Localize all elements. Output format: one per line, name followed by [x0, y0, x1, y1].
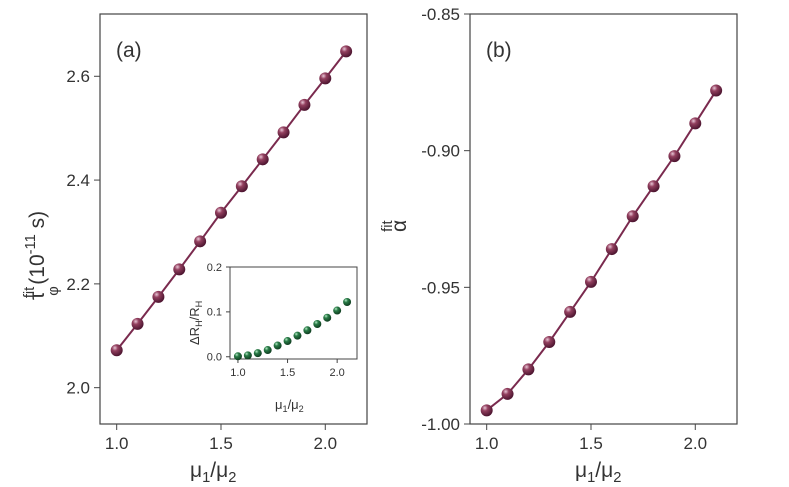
data-point — [235, 180, 248, 193]
x-tick-label: 1.0 — [475, 434, 499, 453]
inset-y-axis-label: ΔRH/RH — [187, 301, 204, 345]
panel-a-y-ticks: 2.0 2.2 2.4 2.6 — [66, 67, 100, 398]
x-tick-label: 1.0 — [230, 367, 245, 379]
y-tick-label: 2.4 — [66, 171, 90, 190]
data-point — [214, 206, 227, 219]
inset-series — [233, 298, 352, 361]
inset-y-ticks: 0.0 0.1 0.2 — [207, 262, 230, 364]
panel-b-y-ticks: -1.00 -0.95 -0.90 -0.85 — [421, 5, 470, 434]
data-point — [303, 326, 312, 335]
data-point — [110, 344, 123, 357]
data-point — [333, 306, 342, 315]
data-point — [313, 319, 322, 328]
y-tick-label: -0.90 — [421, 142, 460, 161]
inset-x-axis-label: μ1/μ2 — [275, 397, 304, 414]
data-point — [194, 235, 207, 248]
data-point — [522, 363, 535, 376]
data-point — [277, 126, 290, 139]
x-tick-label: 2.0 — [313, 434, 337, 453]
data-point — [152, 290, 165, 303]
inset-x-ticks: 1.0 1.5 2.0 — [230, 359, 345, 379]
data-point — [173, 263, 186, 276]
data-point — [689, 117, 702, 130]
panel-a-x-ticks: 1.0 1.5 2.0 — [105, 424, 337, 453]
panel-a-label: (a) — [116, 39, 142, 62]
data-point — [263, 346, 272, 355]
panel-b-frame — [469, 13, 738, 425]
data-point — [647, 180, 660, 193]
data-point — [626, 210, 639, 223]
data-point — [584, 275, 597, 288]
data-point — [501, 387, 514, 400]
data-point — [323, 313, 332, 322]
panel-b: 1.0 1.5 2.0 -1.00 -0.95 -0.90 -0.85 (b) μ1/μ2… — [380, 5, 738, 486]
data-point — [233, 352, 242, 361]
data-point — [710, 84, 723, 97]
panel-a: 1.0 1.5 2.0 2.0 2.2 2.4 2.6 (a) μ1/μ2 τφfit(1… — [22, 13, 368, 486]
y-tick-label: -1.00 — [421, 415, 460, 434]
data-point — [668, 150, 681, 163]
x-tick-label: 1.0 — [105, 434, 129, 453]
data-point — [283, 337, 292, 346]
panel-b-y-axis-label: αfit — [380, 220, 411, 232]
y-tick-label: 2.2 — [66, 275, 90, 294]
x-tick-label: 1.5 — [280, 367, 295, 379]
data-point — [605, 243, 618, 256]
y-tick-label: 0.0 — [207, 352, 222, 364]
x-tick-label: 2.0 — [683, 434, 707, 453]
panel-b-x-axis-label: μ1/μ2 — [575, 459, 621, 486]
data-point — [340, 45, 353, 58]
y-tick-label: -0.95 — [421, 278, 460, 297]
data-point — [273, 341, 282, 350]
data-point — [319, 72, 332, 85]
y-tick-label: -0.85 — [421, 5, 460, 24]
data-point — [343, 298, 352, 307]
x-tick-label: 2.0 — [330, 367, 345, 379]
data-point — [131, 317, 144, 330]
data-point — [298, 98, 311, 111]
x-tick-label: 1.5 — [209, 434, 233, 453]
data-point — [480, 404, 493, 417]
panel-b-series — [480, 84, 723, 417]
y-tick-label: 0.1 — [207, 307, 222, 319]
x-tick-label: 1.5 — [579, 434, 603, 453]
data-point — [256, 153, 269, 166]
panel-a-x-axis-label: μ1/μ2 — [190, 459, 236, 486]
data-point — [253, 349, 262, 358]
inset: 1.0 1.5 2.0 0.0 0.1 0.2 μ1/μ2 ΔRH/RH — [187, 262, 358, 414]
panel-a-frame — [99, 13, 368, 425]
series-line — [486, 89, 717, 412]
panel-b-label: (b) — [486, 39, 512, 62]
y-tick-label: 2.0 — [66, 379, 90, 398]
y-tick-label: 2.6 — [66, 67, 90, 86]
panel-a-series — [110, 45, 353, 357]
data-point — [293, 331, 302, 340]
data-point — [564, 305, 577, 318]
panel-b-x-ticks: 1.0 1.5 2.0 — [475, 424, 707, 453]
data-point — [243, 351, 252, 360]
panel-a-y-axis-label: τφfit(10-11 s) — [22, 211, 62, 300]
data-point — [543, 336, 556, 348]
y-tick-label: 0.2 — [207, 262, 222, 274]
